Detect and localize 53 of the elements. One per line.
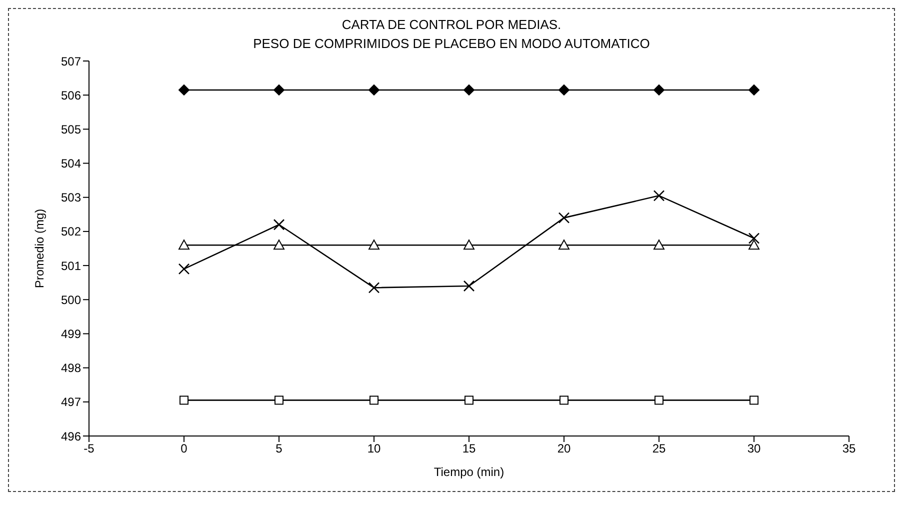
x-tick-label: 0	[180, 442, 188, 456]
point	[558, 212, 570, 224]
x-tick-label: 15	[462, 442, 476, 456]
y-tick-label: 507	[60, 54, 82, 68]
y-tick-label: 504	[60, 156, 82, 171]
y-tick-label: 496	[60, 429, 82, 444]
point	[654, 396, 664, 405]
point	[180, 396, 188, 405]
y-tick-label: 498	[60, 361, 82, 376]
point	[750, 396, 758, 405]
x-tick-label: 10	[367, 442, 381, 456]
x-axis-title: Tiempo (min)	[434, 465, 504, 479]
y-tick-label: 501	[60, 258, 82, 273]
point	[463, 280, 475, 292]
point	[178, 263, 190, 275]
y-tick-label: 502	[60, 224, 82, 239]
x-tick-label: 20	[557, 442, 571, 456]
point	[464, 240, 474, 250]
point	[368, 282, 380, 294]
x-tick-label: 5	[276, 442, 283, 456]
x-tick-label: 25	[652, 442, 666, 456]
point	[274, 84, 284, 96]
point	[464, 84, 474, 96]
point	[654, 240, 664, 250]
point	[273, 218, 285, 230]
y-tick-label: 503	[60, 190, 82, 205]
x-tick-label: 35	[842, 442, 856, 456]
point	[178, 84, 190, 96]
y-tick-label: 505	[60, 122, 82, 136]
point	[464, 396, 474, 405]
point	[558, 240, 570, 250]
point	[274, 240, 284, 250]
point	[748, 232, 760, 244]
point	[653, 190, 665, 202]
point	[748, 84, 760, 96]
chart-subtitle: PESO DE COMPRIMIDOS DE PLACEBO EN MODO AUTOMATICO	[252, 36, 651, 51]
point	[178, 240, 190, 250]
x-tick-label: 30	[747, 442, 761, 456]
point	[368, 84, 380, 96]
point	[748, 240, 760, 250]
x-tick-label: -5	[84, 442, 95, 456]
y-axis-title: Promedio (mg)	[32, 208, 46, 288]
chart-title: CARTA DE CONTROL POR MEDIAS.	[340, 17, 562, 32]
point	[558, 84, 570, 96]
point	[370, 396, 378, 405]
y-tick-label: 497	[60, 395, 82, 410]
point	[654, 84, 664, 96]
y-tick-label: 506	[60, 88, 82, 102]
y-tick-label: 499	[60, 326, 82, 341]
point	[368, 240, 380, 250]
point	[560, 396, 568, 405]
point	[274, 396, 284, 405]
y-tick-label: 500	[60, 292, 82, 307]
